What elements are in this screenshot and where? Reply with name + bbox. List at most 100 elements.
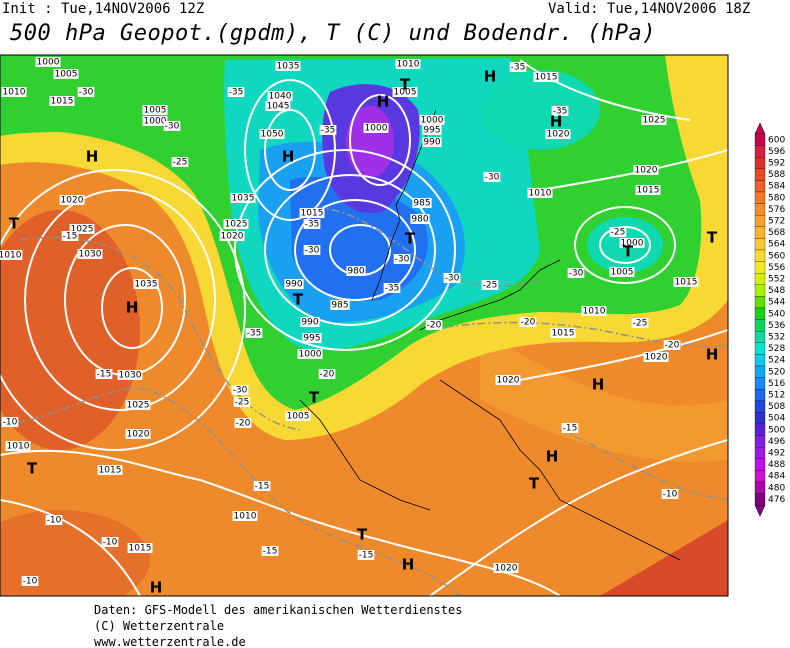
isobar-label: 1010 <box>0 250 23 261</box>
isobar-label: 990 <box>284 279 304 290</box>
temperature-label: -10 <box>101 537 119 548</box>
legend-value: 484 <box>768 472 785 482</box>
temperature-label: -15 <box>253 481 271 492</box>
temperature-label: -15 <box>357 550 375 561</box>
label-box <box>35 57 61 67</box>
label-box <box>45 515 63 525</box>
label-box <box>422 125 442 135</box>
isobar-label-text: 980 <box>347 267 364 277</box>
legend-value: 500 <box>768 425 785 435</box>
isobar-label: 1020 <box>59 195 85 206</box>
label-box <box>363 123 389 133</box>
isobar-label: 985 <box>330 300 350 311</box>
temperature-label-text: -35 <box>229 88 244 98</box>
isobar-label: 1025 <box>223 219 249 230</box>
temperature-label-text: -10 <box>3 418 18 428</box>
legend-swatch <box>754 458 766 471</box>
temperature-label: -15 <box>95 369 113 380</box>
isobar-label: 1010 <box>527 188 553 199</box>
label-box <box>97 465 123 475</box>
isobar-label: 1020 <box>219 231 245 242</box>
temperature-label: -25 <box>631 318 649 329</box>
isobar-label-text: 1015 <box>129 544 152 554</box>
isobar-label-text: 1005 <box>394 88 417 98</box>
label-box <box>673 277 699 287</box>
label-box <box>299 208 325 218</box>
map-labels: 1000100510101015103510401045105010351025… <box>0 57 718 597</box>
temperature-label-text: -10 <box>103 538 118 548</box>
label-box <box>245 328 263 338</box>
temperature-label-text: -15 <box>97 370 112 380</box>
label-box <box>633 165 659 175</box>
legend-swatch <box>754 319 766 332</box>
label-box <box>392 87 418 97</box>
temperature-label: -30 <box>163 121 181 132</box>
temperature-label-text: -10 <box>23 577 38 587</box>
temperature-label-text: -30 <box>305 246 320 256</box>
isobar-label: 1020 <box>125 429 151 440</box>
pressure-center: T <box>293 291 304 309</box>
temperature-label-text: -35 <box>247 329 262 339</box>
temperature-label: -25 <box>609 227 627 238</box>
label-box <box>357 550 375 560</box>
isobar-label-text: 980 <box>411 215 428 225</box>
temperature-label: -30 <box>483 172 501 183</box>
legend-arrow-top <box>754 122 766 135</box>
isobar-label: 1000 <box>619 238 645 249</box>
isobar-label: 1015 <box>550 328 576 339</box>
label-box <box>261 546 279 556</box>
temperature-label: -35 <box>509 62 527 73</box>
isobar-label: 990 <box>422 137 442 148</box>
field-orange-light <box>480 330 728 462</box>
label-box <box>346 266 366 276</box>
legend-value: 576 <box>768 205 785 215</box>
isobar-label: 1020 <box>643 352 669 363</box>
isobar-label: 1015 <box>49 96 75 107</box>
temperature-label-text: -25 <box>173 158 188 168</box>
legend-value: 592 <box>768 159 785 169</box>
label-box <box>232 511 258 521</box>
temperature-label-text: -25 <box>483 281 498 291</box>
pressure-center: H <box>282 148 295 166</box>
temperature-label: -20 <box>318 369 336 380</box>
label-box <box>49 96 75 106</box>
isobar-label: 1025 <box>641 115 667 126</box>
pressure-center: H <box>592 376 605 394</box>
label-box <box>663 340 681 350</box>
label-box <box>127 543 153 553</box>
footer-line: www.wetterzentrale.de <box>94 635 246 648</box>
legend-swatch <box>754 191 766 204</box>
temperature-label-text: -10 <box>663 490 678 500</box>
pressure-center: T <box>405 230 416 248</box>
temperature-label: -30 <box>77 87 95 98</box>
temperature-label: -25 <box>233 397 251 408</box>
temperature-label: -15 <box>261 546 279 557</box>
isobar-label-text: 1000 <box>299 350 322 360</box>
label-box <box>267 91 293 101</box>
label-box <box>233 397 251 407</box>
temperature-label-text: -25 <box>235 398 250 408</box>
isobar-label-text: 990 <box>301 318 318 328</box>
legend-swatch <box>754 412 766 425</box>
isobar-label: 1005 <box>285 411 311 422</box>
isobar-label-text: 1000 <box>144 117 167 127</box>
legend-value: 572 <box>768 217 785 227</box>
legend-swatch <box>754 284 766 297</box>
isobar-label-text: 985 <box>331 301 348 311</box>
label-box <box>609 227 627 237</box>
isobar-label-text: 1010 <box>583 307 606 317</box>
pressure-center: T <box>623 243 634 261</box>
legend-value: 480 <box>768 483 785 493</box>
label-box <box>230 193 256 203</box>
legend-swatch <box>754 389 766 401</box>
isobar-label: 1010 <box>5 441 31 452</box>
legend-swatch <box>754 447 766 459</box>
label-box <box>219 231 245 241</box>
isobar-label-text: 1005 <box>611 268 634 278</box>
isobar-label: 1000 <box>297 349 323 360</box>
label-box <box>303 219 321 229</box>
legend-value: 548 <box>768 286 785 296</box>
temperature-label-text: -30 <box>569 269 584 279</box>
field-red <box>0 510 150 596</box>
temperature-label-text: -30 <box>445 274 460 284</box>
